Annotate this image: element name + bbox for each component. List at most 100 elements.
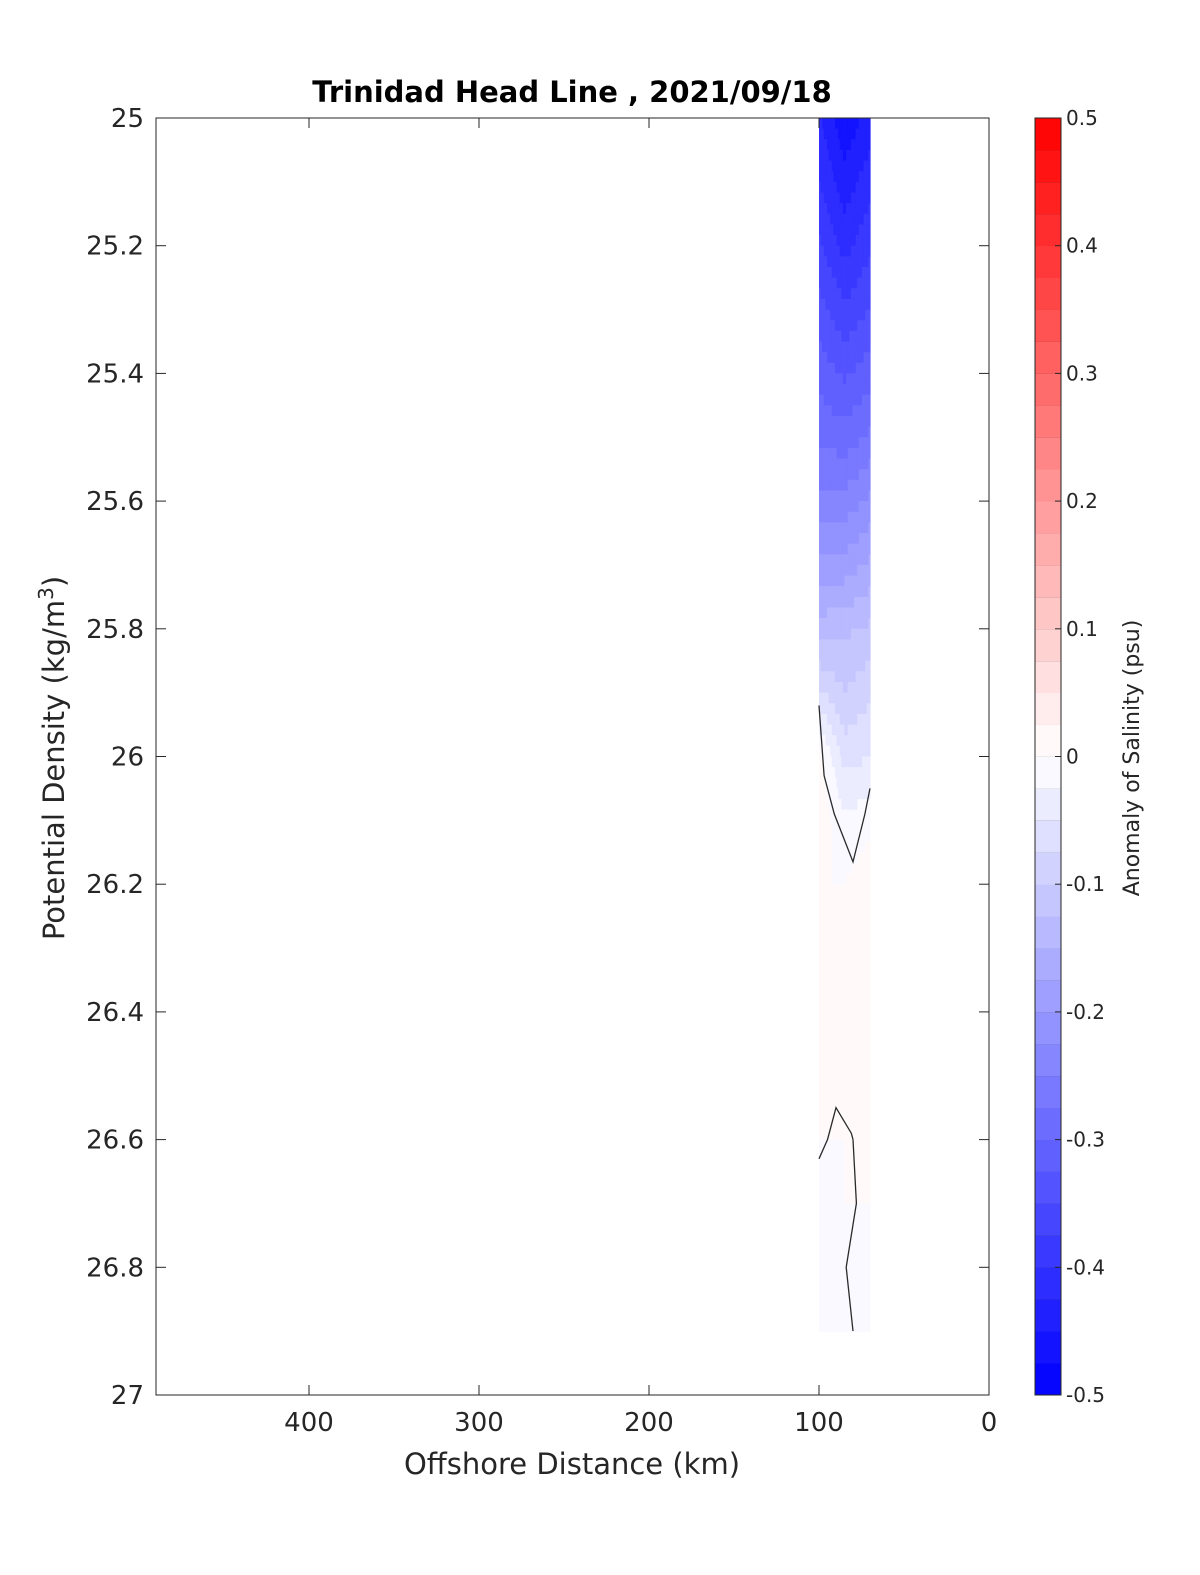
field-cell [841,1288,844,1300]
field-cell [866,894,869,907]
field-cell [839,554,842,566]
field-cell [830,1246,833,1258]
field-cell [820,1288,823,1300]
field-cell [823,362,826,374]
field-cell [819,1267,822,1279]
field-cell [819,1277,822,1290]
field-cell [831,277,834,289]
field-cell [842,692,846,704]
field-cell [865,926,868,939]
field-cell [866,820,869,832]
field-cell [865,479,868,492]
field-cell [820,1160,823,1173]
field-cell [841,511,844,523]
field-cell [857,1097,860,1109]
field-cell [823,607,826,619]
field-cell [841,447,844,460]
field-cell [820,479,823,492]
field-cell [846,596,849,609]
field-cell [858,1107,862,1119]
field-cell [820,405,823,417]
field-cell [852,575,855,587]
colorbar-swatch [1035,1043,1061,1077]
field-cell [838,841,841,853]
field-cell [849,128,852,140]
field-cell [838,330,841,343]
field-cell [852,118,855,130]
field-cell [858,777,862,790]
field-cell [838,873,841,885]
field-cell [841,298,844,311]
field-cell [830,330,833,343]
field-cell [838,554,841,566]
field-cell [863,139,866,151]
field-cell [855,128,858,140]
field-cell [857,1320,860,1332]
field-cell [849,213,852,226]
field-cell [844,362,847,374]
field-cell [868,1267,871,1279]
field-cell [825,426,828,438]
field-cell [825,1086,828,1098]
field-cell [863,671,866,683]
field-cell [836,841,839,853]
field-cell [828,1246,831,1258]
field-cell [828,767,831,779]
field-cell [820,1320,823,1332]
field-cell [820,245,823,257]
field-cell [849,650,852,662]
field-cell [820,799,823,811]
field-cell [838,533,841,545]
field-cell [857,799,860,811]
field-cell [825,1256,828,1268]
field-cell [834,1235,838,1247]
field-cell [833,1022,836,1034]
field-cell [834,1107,838,1119]
field-cell [847,586,850,598]
field-cell [868,128,871,140]
field-cell [834,841,838,853]
field-cell [819,1235,822,1247]
field-cell [842,1160,846,1173]
field-cell [833,564,836,577]
field-cell [819,373,822,385]
field-cell [825,1150,828,1162]
field-cell [860,426,863,438]
field-cell [836,575,839,587]
field-cell [828,181,831,194]
field-cell [846,586,849,598]
field-cell [854,1001,857,1013]
field-cell [862,756,865,768]
field-cell [865,554,868,566]
field-cell [866,596,869,609]
field-cell [849,384,852,396]
field-cell [842,777,846,790]
field-cell [849,1267,852,1279]
field-cell [846,171,849,183]
field-cell [846,192,849,204]
field-cell [841,745,844,758]
field-cell [858,341,862,353]
field-cell [849,660,852,672]
field-cell [828,554,831,566]
field-cell [865,1256,868,1268]
field-cell [825,1097,828,1109]
field-cell [866,501,869,513]
field-cell [841,192,844,204]
field-cell [841,501,844,513]
field-cell [836,522,839,534]
field-cell [866,692,869,704]
field-cell [860,224,863,236]
field-cell [833,1214,836,1226]
field-cell [836,171,839,183]
field-cell [847,937,850,949]
field-cell [825,490,828,502]
field-cell [830,384,833,396]
field-cell [838,990,841,1002]
field-cell [847,777,850,790]
field-cell [825,1160,828,1173]
field-cell [858,118,862,130]
field-cell [852,266,855,279]
field-cell [834,160,838,172]
field-cell [822,735,825,747]
